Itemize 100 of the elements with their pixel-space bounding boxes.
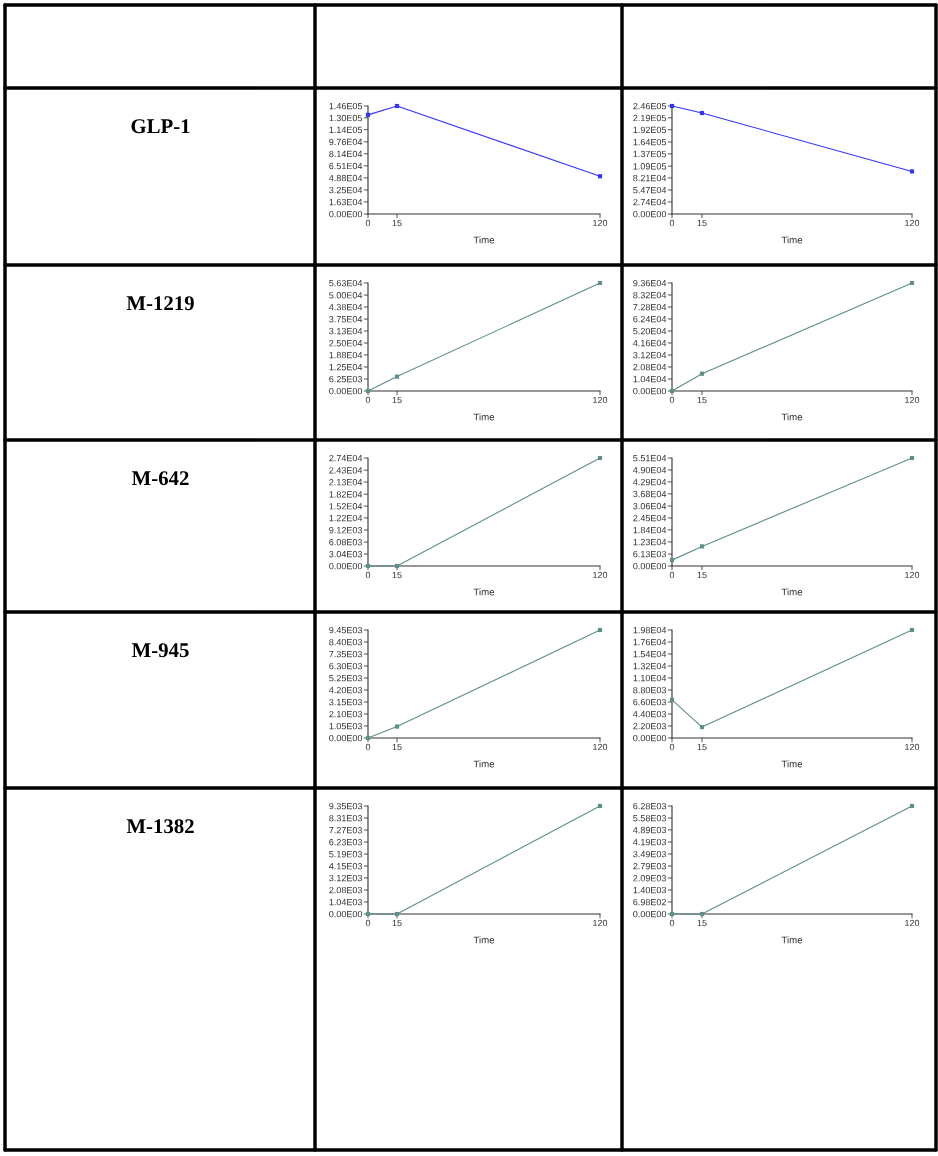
x-tick-label: 0 bbox=[365, 743, 371, 751]
x-tick-label: 15 bbox=[697, 396, 707, 404]
y-tick-label: 1.09E05 bbox=[633, 163, 667, 170]
y-tick-label: 6.13E03 bbox=[633, 550, 667, 558]
point bbox=[699, 110, 705, 116]
x-tick-label: 0 bbox=[365, 571, 371, 579]
point bbox=[909, 627, 915, 633]
y-tick-label: 1.46E05 bbox=[329, 102, 363, 110]
x-axis-title: Time bbox=[473, 760, 495, 768]
y-tick-label: 3.12E03 bbox=[329, 874, 363, 882]
y-tick-label: 6.24E04 bbox=[633, 315, 667, 323]
point bbox=[597, 280, 603, 286]
y-tick-label: 1.32E04 bbox=[633, 662, 667, 670]
y-tick-label: 6.98E02 bbox=[633, 898, 666, 906]
y-tick-label: 3.06E04 bbox=[633, 502, 667, 510]
x-tick-label: 0 bbox=[669, 219, 675, 227]
y-tick-label: 1.37E05 bbox=[633, 150, 667, 158]
y-tick-label: 8.32E04 bbox=[633, 291, 667, 299]
y-tick-label: 5.00E04 bbox=[329, 292, 363, 299]
y-tick-label: 2.20E03 bbox=[633, 722, 667, 730]
y-tick-label: 1.14E05 bbox=[329, 126, 363, 134]
y-tick-label: 8.40E03 bbox=[329, 638, 363, 646]
y-tick-label: 2.08E04 bbox=[633, 363, 667, 371]
y-tick-label: 1.54E04 bbox=[633, 650, 667, 658]
y-tick-label: 3.13E04 bbox=[329, 327, 363, 335]
y-tick-label: 2.46E05 bbox=[633, 102, 667, 110]
x-tick-label: 15 bbox=[697, 743, 707, 751]
y-tick-label: 4.90E04 bbox=[633, 466, 667, 474]
x-tick-label: 120 bbox=[593, 919, 608, 927]
y-tick-label: 4.19E03 bbox=[633, 838, 667, 846]
text: M-945 bbox=[131, 643, 189, 658]
y-tick-label: 1.04E03 bbox=[329, 898, 363, 906]
x-tick-label: 0 bbox=[365, 396, 371, 404]
x-tick-label: 0 bbox=[669, 396, 675, 404]
x-tick-label: 120 bbox=[593, 571, 608, 579]
y-tick-label: 3.49E03 bbox=[633, 850, 667, 858]
y-tick-label: 1.92E05 bbox=[633, 126, 667, 134]
y-tick-label: 6.28E03 bbox=[633, 802, 667, 810]
y-tick-label: 3.68E04 bbox=[633, 490, 667, 498]
y-tick-label: 5.58E03 bbox=[633, 815, 667, 822]
y-tick-label: 2.19E05 bbox=[633, 114, 667, 122]
x-tick-label: 120 bbox=[905, 743, 920, 751]
x-tick-label: 120 bbox=[593, 743, 608, 751]
x-axis-title: Time bbox=[473, 588, 495, 596]
point bbox=[909, 280, 915, 286]
x-tick-label: 15 bbox=[392, 396, 402, 404]
y-tick-label: 1.10E04 bbox=[633, 674, 667, 682]
y-tick-label: 1.22E04 bbox=[329, 514, 363, 522]
x-axis-title: Time bbox=[781, 760, 803, 768]
x-tick-label: 15 bbox=[697, 219, 707, 227]
y-tick-label: 6.60E03 bbox=[633, 698, 667, 706]
y-tick-label: 1.64E05 bbox=[633, 138, 667, 146]
y-tick-label: 5.20E04 bbox=[633, 327, 667, 335]
y-tick-label: 4.88E04 bbox=[329, 174, 363, 182]
y-tick-label: 8.14E04 bbox=[329, 150, 363, 158]
y-tick-label: 4.40E03 bbox=[633, 710, 667, 718]
point bbox=[699, 725, 705, 730]
x-tick-label: 120 bbox=[593, 396, 608, 404]
point bbox=[597, 174, 603, 179]
y-tick-label: 3.25E04 bbox=[329, 186, 363, 194]
x-tick-label: 0 bbox=[669, 919, 675, 927]
y-tick-label: 0.00E00 bbox=[633, 734, 667, 742]
y-tick-label: 1.40E03 bbox=[633, 886, 667, 894]
y-tick-label: 2.50E04 bbox=[329, 340, 363, 347]
y-tick-label: 1.25E04 bbox=[329, 363, 363, 371]
y-tick-label: 4.29E04 bbox=[633, 478, 667, 486]
y-tick-label: 5.25E03 bbox=[329, 674, 363, 682]
y-tick-label: 2.09E03 bbox=[633, 875, 667, 882]
x-tick-label: 0 bbox=[669, 743, 675, 751]
x-axis-title: Time bbox=[473, 236, 495, 244]
y-tick-label: 8.21E04 bbox=[633, 174, 667, 182]
point bbox=[909, 455, 915, 461]
y-tick-label: 2.10E03 bbox=[329, 710, 363, 718]
y-tick-label: 9.35E03 bbox=[329, 802, 363, 810]
y-tick-label: 6.30E03 bbox=[329, 662, 363, 670]
y-tick-label: 4.89E03 bbox=[633, 826, 667, 834]
y-tick-label: 0.00E00 bbox=[633, 562, 667, 570]
y-tick-label: 2.79E03 bbox=[633, 862, 667, 870]
y-tick-label: 1.05E03 bbox=[329, 722, 363, 730]
x-tick-label: 15 bbox=[392, 743, 402, 751]
point bbox=[669, 558, 675, 563]
y-tick-label: 4.20E03 bbox=[329, 686, 363, 694]
y-tick-label: 1.23E04 bbox=[633, 538, 667, 546]
point bbox=[909, 169, 915, 174]
y-tick-label: 2.13E04 bbox=[329, 479, 363, 486]
y-tick-label: 9.12E03 bbox=[329, 527, 363, 534]
y-tick-label: 8.31E03 bbox=[329, 814, 363, 822]
y-tick-label: 1.84E04 bbox=[633, 526, 667, 534]
x-tick-label: 120 bbox=[905, 571, 920, 579]
y-tick-label: 0.00E00 bbox=[329, 210, 363, 218]
point bbox=[394, 374, 400, 379]
y-tick-label: 2.43E04 bbox=[329, 467, 363, 474]
y-tick-label: 9.76E04 bbox=[329, 138, 363, 146]
point bbox=[394, 724, 400, 729]
x-tick-label: 0 bbox=[365, 219, 371, 227]
y-tick-label: 7.35E03 bbox=[329, 650, 363, 658]
y-tick-label: 3.15E03 bbox=[329, 698, 363, 706]
x-axis-title: Time bbox=[473, 936, 495, 944]
x-tick-label: 15 bbox=[697, 919, 707, 927]
y-tick-label: 6.51E04 bbox=[329, 162, 363, 170]
